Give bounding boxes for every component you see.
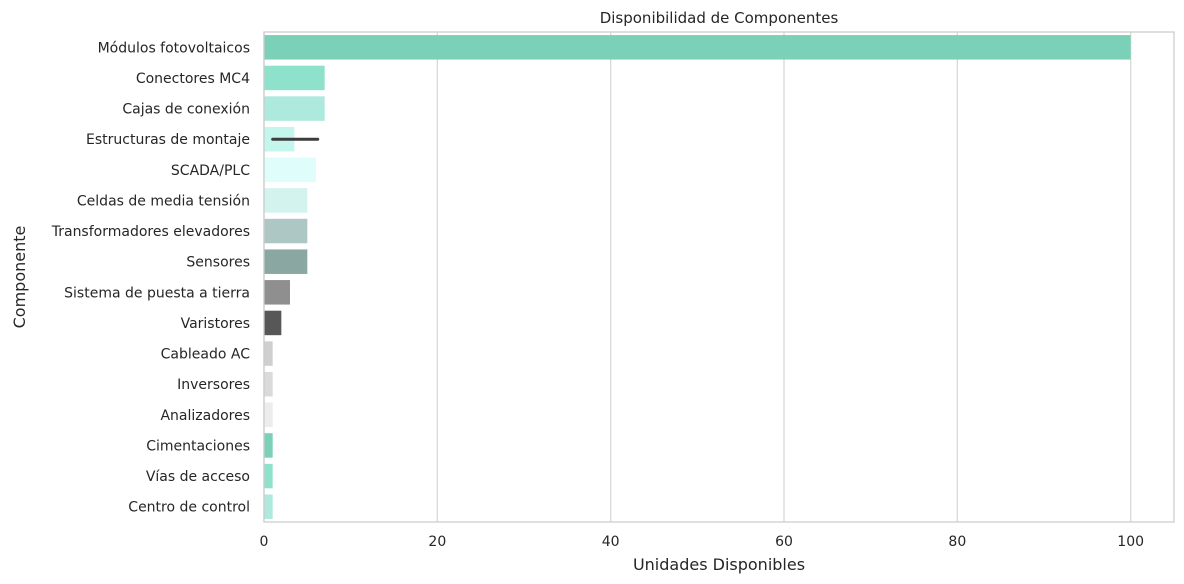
bar <box>264 494 273 519</box>
x-tick-label: 0 <box>260 534 269 550</box>
y-tick-label: Cajas de conexión <box>122 102 250 118</box>
bar <box>264 96 325 121</box>
y-tick-label: Inversores <box>177 377 250 393</box>
bar <box>264 35 1131 60</box>
grid-lines <box>263 32 1132 522</box>
bar <box>264 249 308 274</box>
x-tick-label: 100 <box>1117 534 1144 550</box>
x-axis-title: Unidades Disponibles <box>633 555 805 574</box>
bar <box>264 280 290 305</box>
bar <box>264 188 308 213</box>
y-tick-label: Conectores MC4 <box>136 71 250 87</box>
bar <box>264 65 325 91</box>
bar <box>264 218 308 244</box>
y-tick-label: Analizadores <box>160 408 250 424</box>
y-tick-label: Varistores <box>181 316 250 332</box>
bar <box>264 341 273 366</box>
y-tick-label: Sistema de puesta a tierra <box>64 285 250 301</box>
x-tick-label: 40 <box>602 534 620 550</box>
y-tick-label: Cimentaciones <box>146 438 250 454</box>
y-tick-label: Centro de control <box>128 500 250 516</box>
bar <box>264 402 273 428</box>
x-tick-label: 20 <box>428 534 446 550</box>
y-tick-label: Módulos fotovoltaicos <box>98 40 250 56</box>
x-tick-labels: 0 20 40 60 80 100 <box>260 534 1144 550</box>
bars <box>264 35 1131 519</box>
y-tick-label: Vías de acceso <box>146 469 250 485</box>
chart-title: Disponibilidad de Componentes <box>600 9 839 27</box>
y-tick-labels: Módulos fotovoltaicos Conectores MC4 Cajas… <box>51 40 250 515</box>
y-tick-label: Estructuras de montaje <box>86 132 250 148</box>
bar <box>264 371 273 397</box>
bar <box>264 157 316 183</box>
y-tick-label: Cableado AC <box>161 347 251 363</box>
plot-frame <box>263 31 1175 523</box>
bar <box>264 310 282 336</box>
y-tick-label: Sensores <box>186 255 250 271</box>
x-tick-label: 60 <box>775 534 793 550</box>
y-tick-label: Celdas de media tensión <box>77 193 250 209</box>
bar <box>264 433 273 458</box>
x-tick-label: 80 <box>948 534 966 550</box>
y-tick-label: Transformadores elevadores <box>51 224 250 240</box>
y-tick-label: SCADA/PLC <box>171 163 250 179</box>
bar <box>264 463 273 489</box>
y-axis-title: Componente <box>10 226 29 329</box>
